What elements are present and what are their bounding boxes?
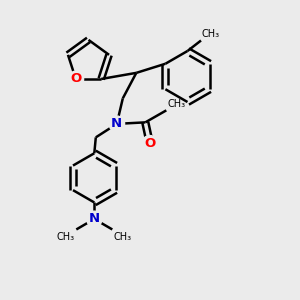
Text: CH₃: CH₃ <box>57 232 75 242</box>
Circle shape <box>109 116 124 132</box>
Circle shape <box>68 71 84 87</box>
Text: N: N <box>111 117 122 130</box>
Text: N: N <box>89 212 100 226</box>
Text: CH₃: CH₃ <box>202 29 220 39</box>
Text: O: O <box>70 73 81 85</box>
Text: CH₃: CH₃ <box>114 232 132 242</box>
Circle shape <box>86 211 102 227</box>
Text: CH₃: CH₃ <box>167 99 185 109</box>
Circle shape <box>142 136 158 151</box>
Text: O: O <box>144 137 155 150</box>
